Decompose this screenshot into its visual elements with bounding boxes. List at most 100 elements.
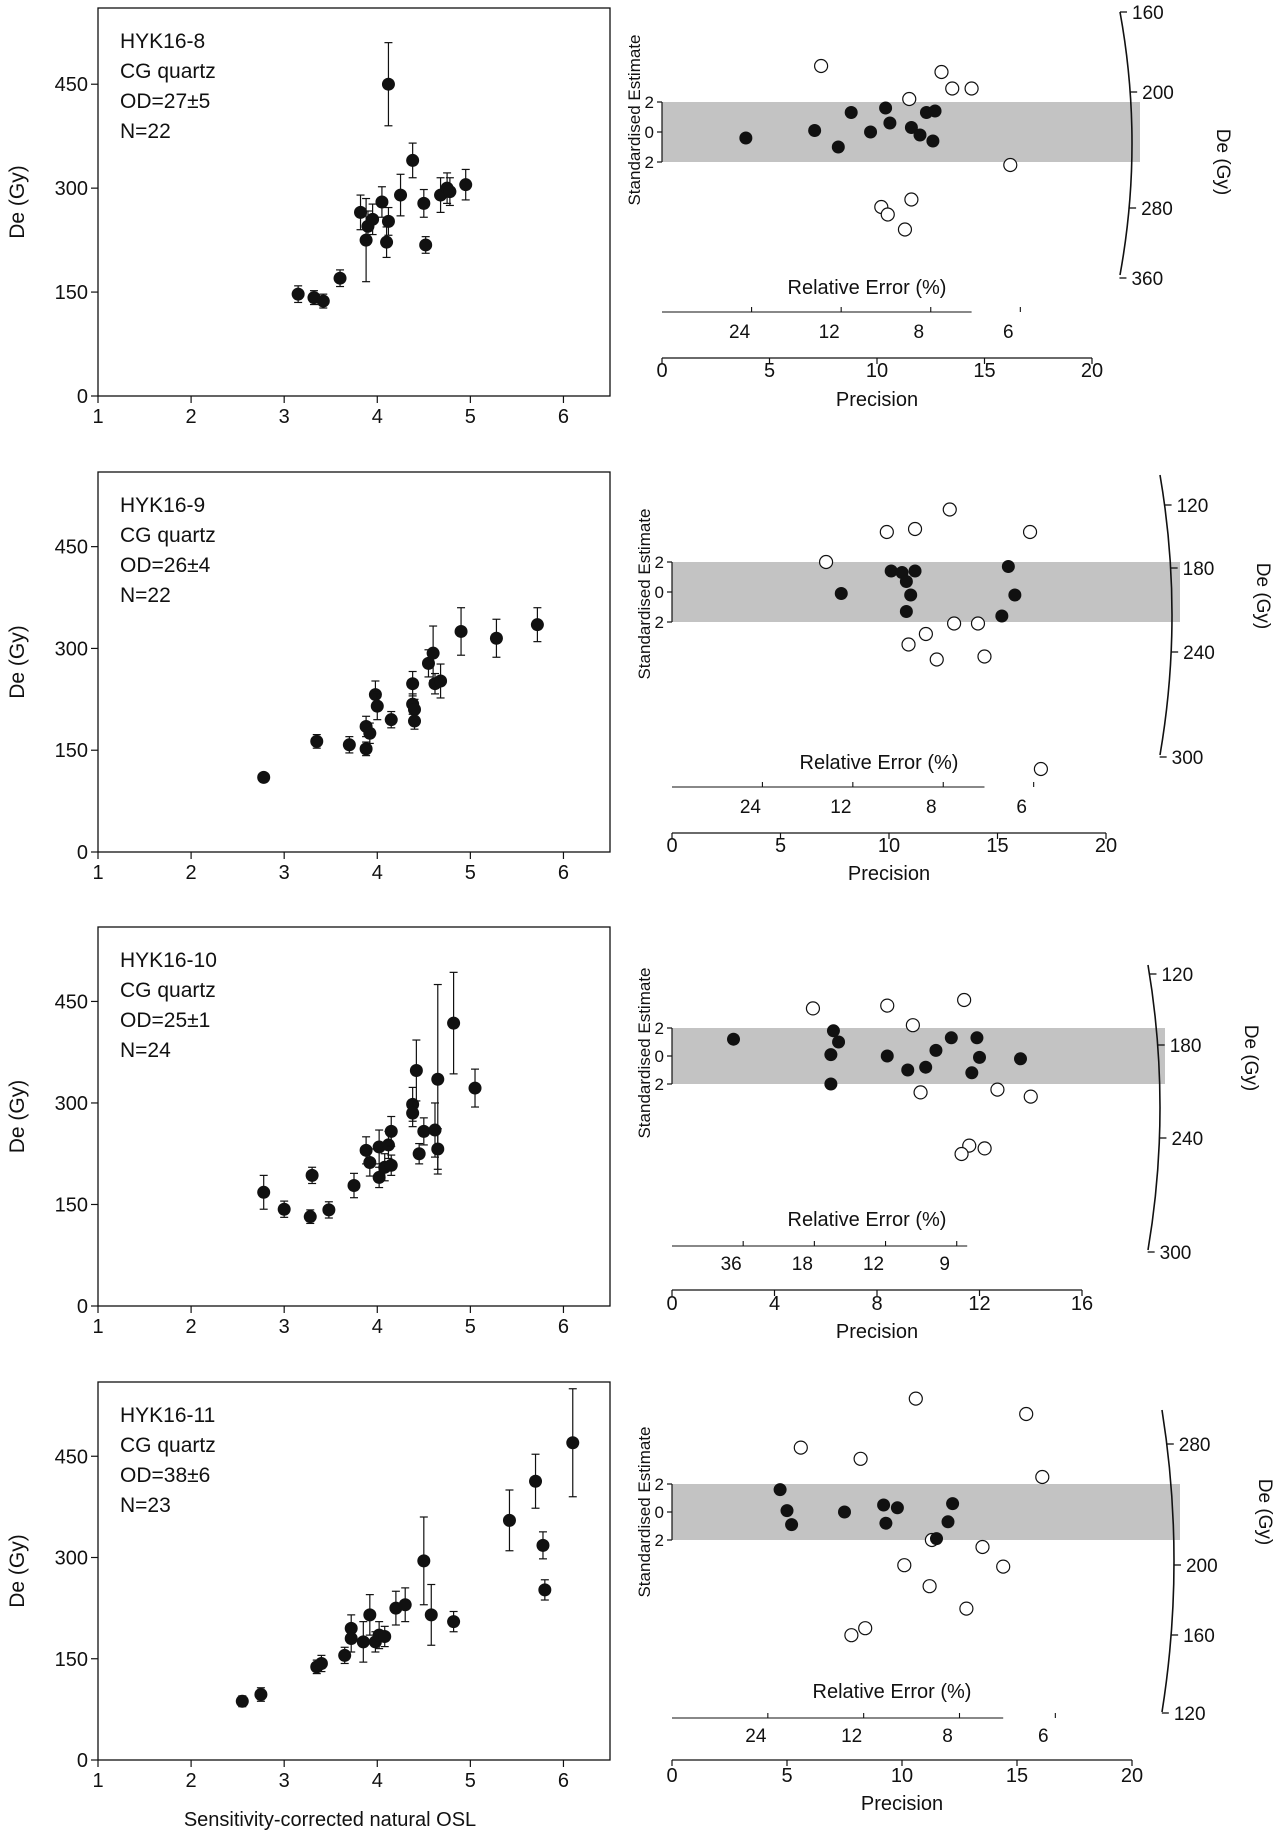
data-point	[406, 153, 420, 167]
arc-tick-label: 360	[1131, 269, 1163, 290]
open-data-point	[1022, 524, 1038, 540]
precision-tick-label: 20	[1121, 1765, 1143, 1787]
open-data-point	[901, 637, 916, 652]
filled-data-point	[780, 1504, 794, 1518]
sample-annotation: OD=26±4	[120, 554, 211, 577]
data-point	[342, 738, 356, 752]
filled-data-point	[826, 1024, 840, 1038]
relative-error-tick-label: 8	[913, 322, 924, 343]
filled-data-point	[890, 1501, 904, 1515]
sample-annotation: OD=38±6	[120, 1464, 210, 1487]
open-data-point	[975, 1539, 990, 1555]
open-data-point	[957, 992, 972, 1008]
open-data-point	[907, 521, 923, 537]
arc-tick-label: 160	[1132, 3, 1164, 24]
filled-data-point	[844, 106, 858, 119]
x-tick-label: 1	[92, 1316, 103, 1338]
relative-error-axis-label: Relative Error (%)	[800, 752, 959, 774]
filled-data-point	[824, 1048, 838, 1062]
arc-tick-label: 280	[1179, 1435, 1211, 1456]
data-point	[412, 1147, 426, 1161]
sample-annotation: OD=27±5	[120, 90, 210, 113]
data-point	[447, 1016, 461, 1030]
precision-tick-label: 20	[1081, 360, 1103, 382]
open-data-point	[918, 626, 933, 642]
y-tick-label: 2	[645, 93, 654, 112]
y-tick-label: 0	[655, 1503, 664, 1522]
filled-data-point	[970, 1031, 984, 1045]
y-tick-label: 150	[55, 1194, 88, 1216]
data-point	[314, 1656, 328, 1670]
open-data-point	[844, 1628, 859, 1643]
filled-data-point	[908, 564, 922, 578]
y-axis-label: De (Gy)	[6, 1080, 29, 1154]
precision-tick-label: 8	[871, 1293, 882, 1315]
open-data-point	[996, 1559, 1011, 1574]
open-data-point	[977, 649, 992, 664]
data-point	[398, 1598, 412, 1612]
radial-arc	[1161, 1409, 1175, 1713]
y-axis-label: Standardised Estimate	[625, 34, 644, 205]
radial-arc	[1119, 11, 1133, 276]
data-point	[257, 770, 271, 784]
open-data-point	[954, 1146, 969, 1162]
arc-tick-label: 160	[1183, 1626, 1215, 1647]
data-point	[277, 1202, 291, 1216]
data-point	[257, 1185, 271, 1199]
filled-data-point	[880, 1049, 894, 1063]
data-point	[417, 1124, 431, 1138]
open-data-point	[880, 207, 895, 222]
precision-tick-label: 5	[775, 835, 786, 857]
precision-tick-label: 10	[866, 360, 888, 382]
scatter-panel-hyk16-10: 1 2 3 4 5 6 0 150 300 450 De (Gy) HYK16-10 CG quartz…	[6, 926, 611, 1338]
x-tick-label: 5	[465, 1316, 476, 1338]
filled-data-point	[864, 125, 878, 139]
open-data-point	[897, 222, 913, 237]
data-point	[291, 287, 305, 301]
data-point	[431, 1142, 445, 1156]
filled-data-point	[944, 1031, 958, 1045]
arc-tick-label: 180	[1183, 559, 1215, 580]
precision-tick-label: 20	[1095, 835, 1117, 857]
y-tick-label: 300	[55, 1548, 88, 1570]
relative-error-tick-label: 9	[939, 1254, 950, 1275]
filled-data-point	[834, 587, 848, 600]
open-data-point	[858, 1621, 873, 1636]
filled-data-point	[877, 1498, 891, 1512]
data-point	[305, 1168, 319, 1182]
data-point	[359, 742, 373, 756]
data-point	[363, 1156, 377, 1170]
y-tick-label: 2	[655, 613, 664, 632]
filled-data-point	[808, 124, 822, 137]
y-tick-label: 2	[655, 1475, 664, 1494]
filled-data-point	[832, 1035, 846, 1049]
y-tick-label: 2	[655, 1531, 664, 1550]
precision-tick-label: 12	[968, 1293, 990, 1315]
x-axis-label: Sensitivity-corrected natural OSL	[184, 1809, 476, 1831]
filled-data-point	[965, 1066, 979, 1080]
precision-tick-label: 10	[891, 1765, 913, 1787]
x-tick-label: 3	[279, 406, 290, 428]
arc-tick-label: 200	[1186, 1556, 1218, 1577]
data-point	[489, 631, 503, 645]
y-tick-label: 450	[55, 991, 88, 1013]
arc-tick-label: 180	[1170, 1036, 1202, 1057]
data-point	[566, 1436, 580, 1450]
arc-axis-label: De (Gy)	[1212, 129, 1233, 196]
y-axis-label: Standardised Estimate	[635, 508, 654, 679]
sample-annotation: HYK16-9	[120, 494, 205, 517]
data-point	[344, 1632, 358, 1645]
sample-annotation: HYK16-8	[120, 30, 205, 53]
two-sigma-band	[672, 1484, 1180, 1540]
data-point	[254, 1688, 268, 1702]
data-point	[406, 1106, 420, 1120]
y-tick-label: 2	[655, 1075, 664, 1094]
x-tick-label: 5	[465, 406, 476, 428]
x-tick-label: 3	[279, 1316, 290, 1338]
precision-tick-label: 10	[878, 835, 900, 857]
sample-annotation: CG quartz	[120, 60, 216, 83]
filled-data-point	[739, 131, 753, 145]
precision-axis-label: Precision	[861, 1793, 943, 1815]
